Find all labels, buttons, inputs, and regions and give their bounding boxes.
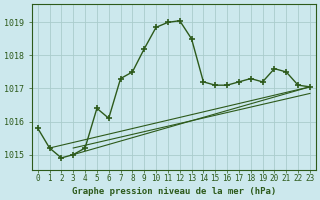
X-axis label: Graphe pression niveau de la mer (hPa): Graphe pression niveau de la mer (hPa) <box>72 187 276 196</box>
